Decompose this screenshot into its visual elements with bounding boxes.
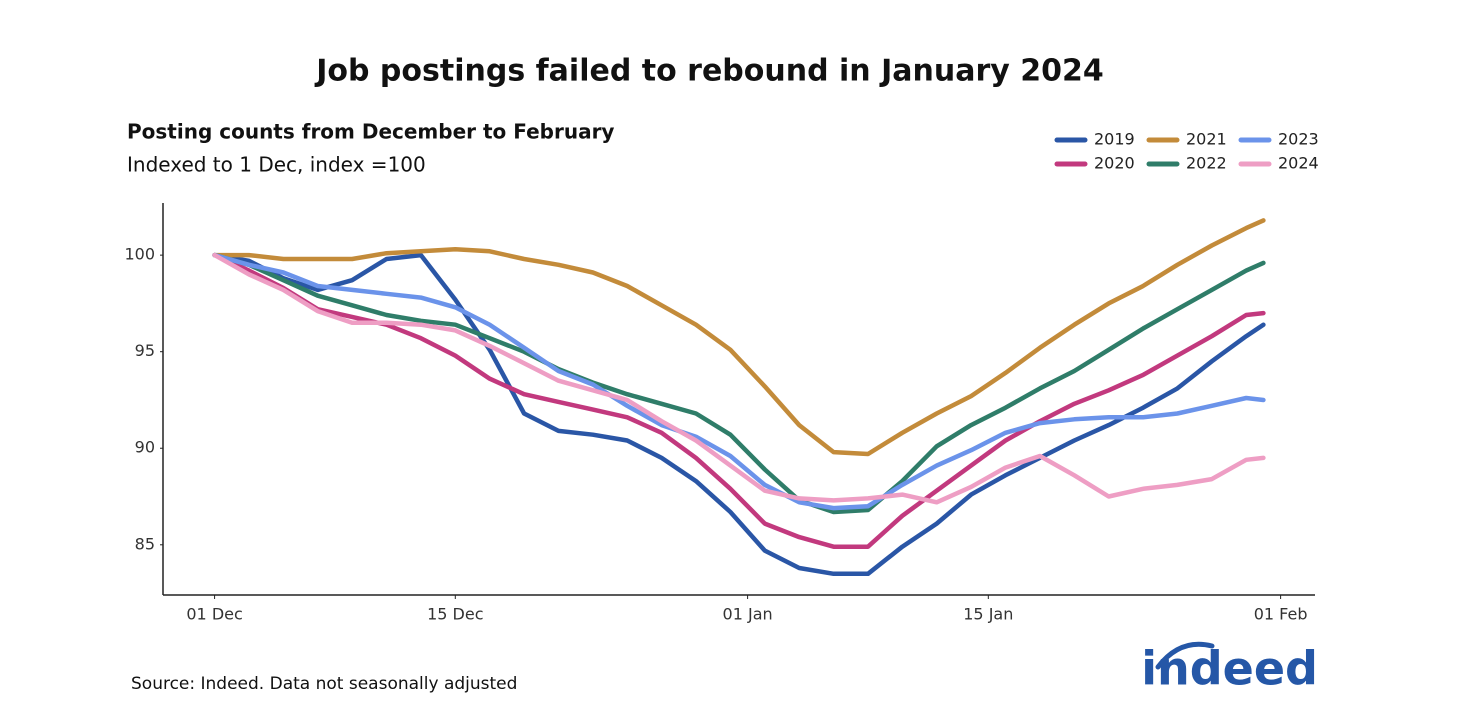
chart-title: Job postings failed to rebound in Januar… [314, 54, 1104, 89]
legend-label: 2020 [1094, 154, 1135, 173]
series-line [212, 252, 1266, 549]
series-line [212, 218, 1266, 457]
logo-arc [1155, 641, 1215, 670]
chart-subtitle: Posting counts from December to February [127, 120, 614, 144]
logo: indeed [1141, 642, 1318, 696]
series-line [212, 252, 1266, 505]
y-tick-label: 95 [135, 341, 155, 360]
legend-label: 2022 [1186, 154, 1227, 173]
series-line [212, 252, 1266, 511]
x-tick-label: 01 Dec [186, 605, 242, 624]
legend-label: 2019 [1094, 130, 1135, 149]
x-tick-label: 01 Feb [1254, 605, 1308, 624]
chart-subtitle: Indexed to 1 Dec, index =100 [127, 153, 426, 177]
x-tick-label: 01 Jan [723, 605, 773, 624]
legend-label: 2021 [1186, 130, 1227, 149]
series-line [212, 252, 1266, 577]
legend-label: 2023 [1278, 130, 1319, 149]
x-tick-label: 15 Dec [427, 605, 483, 624]
x-tick-label: 15 Jan [963, 605, 1013, 624]
y-tick-label: 85 [135, 534, 155, 553]
y-tick-label: 90 [135, 438, 155, 457]
series-line [212, 252, 1266, 515]
y-tick-label: 100 [124, 245, 155, 264]
legend-label: 2024 [1278, 154, 1319, 173]
source-note: Source: Indeed. Data not seasonally adju… [131, 674, 517, 694]
